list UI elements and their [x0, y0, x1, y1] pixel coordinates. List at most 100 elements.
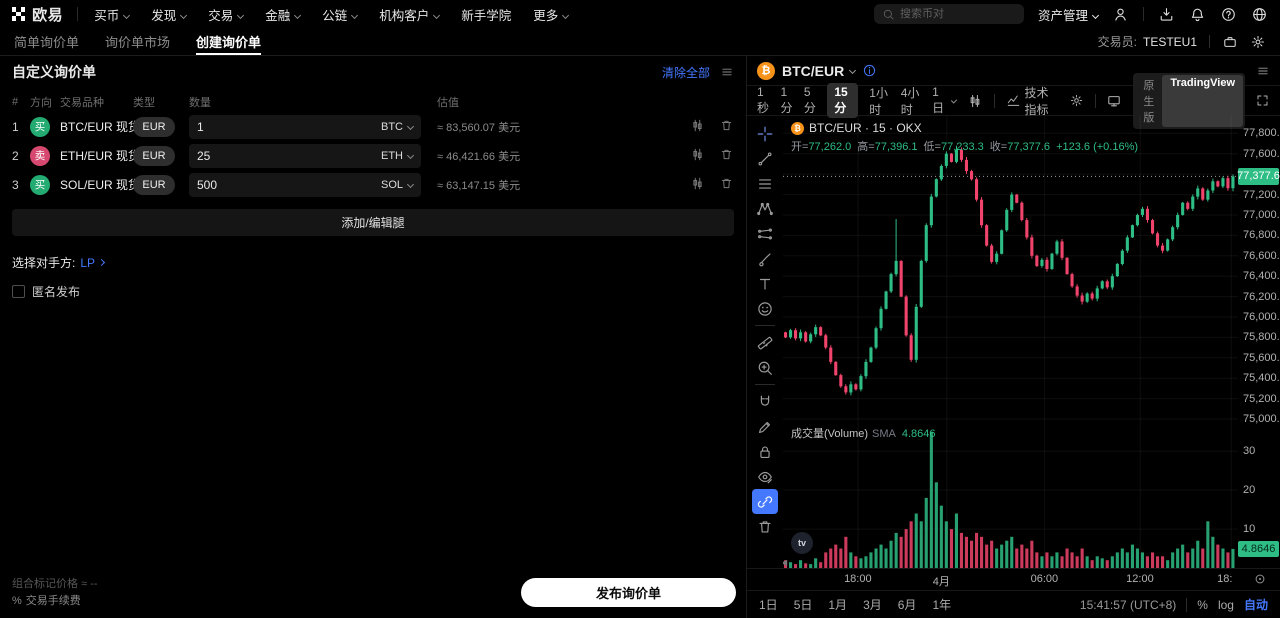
- publish-rfq-button[interactable]: 发布询价单: [521, 578, 736, 607]
- emoji-icon[interactable]: [752, 296, 778, 321]
- nav-divider: [1143, 7, 1144, 21]
- forecast-icon[interactable]: [752, 221, 778, 246]
- leg-chart-icon[interactable]: [690, 176, 705, 194]
- timeframe-5分[interactable]: 5分: [803, 85, 816, 115]
- type-pill[interactable]: EUR: [133, 116, 175, 137]
- type-pill[interactable]: EUR: [133, 145, 175, 166]
- fullscreen-icon[interactable]: [1255, 93, 1270, 108]
- lock-drawings-icon[interactable]: [752, 439, 778, 464]
- range-1月[interactable]: 1月: [828, 598, 848, 612]
- nav-item-机构客户[interactable]: 机构客户: [379, 5, 441, 24]
- text-tool-icon[interactable]: [752, 271, 778, 296]
- candlestick-chart[interactable]: [783, 116, 1238, 568]
- tab-创建询价单[interactable]: 创建询价单: [196, 28, 262, 55]
- nav-item-更多[interactable]: 更多: [533, 5, 570, 24]
- price-axis[interactable]: 75,000.0 75,200.0 75,400.0 75,600.0 75,800.0…: [1237, 116, 1280, 568]
- instrument-selector[interactable]: BTC/EUR 现货: [60, 118, 149, 135]
- leg-value: ≈ 46,421.66 美元: [437, 150, 521, 163]
- nav-item-金融[interactable]: 金融: [265, 5, 302, 24]
- range-1年[interactable]: 1年: [932, 598, 952, 612]
- timeframe-more-icon[interactable]: [950, 97, 957, 104]
- download-icon[interactable]: [1158, 6, 1175, 23]
- chart-menu-icon[interactable]: [1256, 64, 1270, 78]
- collapse-arrow-icon[interactable]: ◀: [783, 558, 788, 567]
- clear-all-link[interactable]: 清除全部: [661, 65, 710, 80]
- delete-leg-icon[interactable]: [719, 176, 734, 194]
- timeframe-15分[interactable]: 15分: [827, 83, 859, 118]
- chart-plot-area[interactable]: ₿ BTC/EUR · 15 · OKX 开=77,262.0 高=77,396.1…: [783, 116, 1238, 568]
- timeframe-4小时[interactable]: 4小时: [900, 85, 920, 117]
- hide-drawings-icon[interactable]: [752, 464, 778, 489]
- range-3月[interactable]: 3月: [863, 598, 882, 612]
- time-axis[interactable]: 18:00 4月 06:00 12:00 18:: [747, 568, 1280, 590]
- sync-drawings-icon[interactable]: [752, 489, 778, 514]
- settings-icon[interactable]: [1250, 34, 1266, 50]
- nav-item-新手学院[interactable]: 新手学院: [461, 8, 512, 23]
- auto-scale-button[interactable]: 自动: [1243, 598, 1268, 612]
- type-pill[interactable]: EUR: [133, 174, 175, 195]
- nav-item-发现[interactable]: 发现: [151, 5, 188, 24]
- account-icon[interactable]: [1112, 6, 1129, 23]
- instrument-selector[interactable]: ETH/EUR 现货: [60, 147, 149, 164]
- zoom-in-icon[interactable]: [752, 355, 778, 380]
- unit-selector[interactable]: BTC: [381, 121, 415, 133]
- anonymous-checkbox[interactable]: [12, 285, 25, 298]
- unit-selector[interactable]: SOL: [381, 179, 415, 191]
- measure-icon[interactable]: [752, 330, 778, 355]
- timeframe-1秒[interactable]: 1秒: [757, 85, 770, 115]
- range-1日[interactable]: 1日: [759, 598, 778, 612]
- clock[interactable]: 15:41:57 (UTC+8): [1079, 597, 1177, 612]
- counterparty-link[interactable]: LP: [80, 256, 106, 270]
- tradingview-mode-button[interactable]: TradingView: [1162, 74, 1243, 127]
- okx-logo[interactable]: 欧易: [12, 4, 63, 25]
- display-icon[interactable]: [1106, 93, 1122, 109]
- tab-简单询价单[interactable]: 简单询价单: [14, 35, 80, 50]
- delete-leg-icon[interactable]: [719, 147, 734, 165]
- symbol-selector[interactable]: BTC/EUR: [782, 63, 857, 79]
- add-edit-leg-button[interactable]: 添加/编辑腿: [12, 209, 734, 236]
- percent-scale-button[interactable]: %: [1197, 597, 1208, 612]
- edit-drawings-icon[interactable]: [752, 414, 778, 439]
- timeframe-1小时[interactable]: 1小时: [869, 85, 888, 117]
- timeframe-1日[interactable]: 1日: [932, 85, 945, 115]
- log-scale-button[interactable]: log: [1217, 597, 1234, 612]
- leg-chart-icon[interactable]: [690, 147, 705, 165]
- quantity-input[interactable]: [197, 148, 377, 163]
- panel-resize-handle-icon[interactable]: [720, 65, 734, 79]
- search-input[interactable]: [899, 8, 1000, 20]
- quantity-input[interactable]: [197, 177, 377, 192]
- nav-item-买币[interactable]: 买币: [94, 5, 131, 24]
- unit-selector[interactable]: ETH: [381, 150, 415, 162]
- notifications-icon[interactable]: [1189, 6, 1206, 23]
- timeframe-1分[interactable]: 1分: [780, 85, 793, 115]
- chart-bottom-bar: 1日 5日 1月 3月 6月 1年 15:41:57 (UTC+8) % log 自动: [747, 590, 1280, 618]
- chart-style-icon[interactable]: [967, 93, 983, 109]
- remove-drawings-icon[interactable]: [752, 514, 778, 539]
- range-6月[interactable]: 6月: [897, 598, 917, 612]
- help-icon[interactable]: [1220, 6, 1237, 23]
- scroll-to-realtime-icon[interactable]: [1253, 572, 1267, 586]
- indicators-button[interactable]: 技术指标: [1006, 84, 1058, 118]
- delete-leg-icon[interactable]: [719, 118, 734, 136]
- nav-item-公链[interactable]: 公链: [322, 5, 359, 24]
- trend-line-icon[interactable]: [752, 146, 778, 171]
- brush-icon[interactable]: [752, 246, 778, 271]
- tab-询价单市场[interactable]: 询价单市场: [105, 35, 171, 50]
- chevron-down-icon: [406, 180, 415, 189]
- xabcd-pattern-icon[interactable]: [752, 196, 778, 221]
- leg-chart-icon[interactable]: [690, 118, 705, 136]
- info-icon[interactable]: [862, 63, 877, 78]
- portfolio-icon[interactable]: [1222, 34, 1238, 50]
- quantity-input[interactable]: [197, 119, 377, 134]
- range-5日[interactable]: 5日: [793, 598, 813, 612]
- search-box[interactable]: [873, 4, 1024, 24]
- cursor-crosshair-icon[interactable]: [752, 121, 778, 146]
- asset-management-menu[interactable]: 资产管理: [1038, 5, 1100, 24]
- chart-settings-icon[interactable]: [1069, 93, 1084, 108]
- native-mode-button[interactable]: 原生版: [1143, 79, 1155, 124]
- nav-item-交易[interactable]: 交易: [208, 5, 245, 24]
- fib-retracement-icon[interactable]: [752, 171, 778, 196]
- magnet-icon[interactable]: [752, 389, 778, 414]
- language-icon[interactable]: [1251, 6, 1268, 23]
- instrument-selector[interactable]: SOL/EUR 现货: [60, 176, 149, 193]
